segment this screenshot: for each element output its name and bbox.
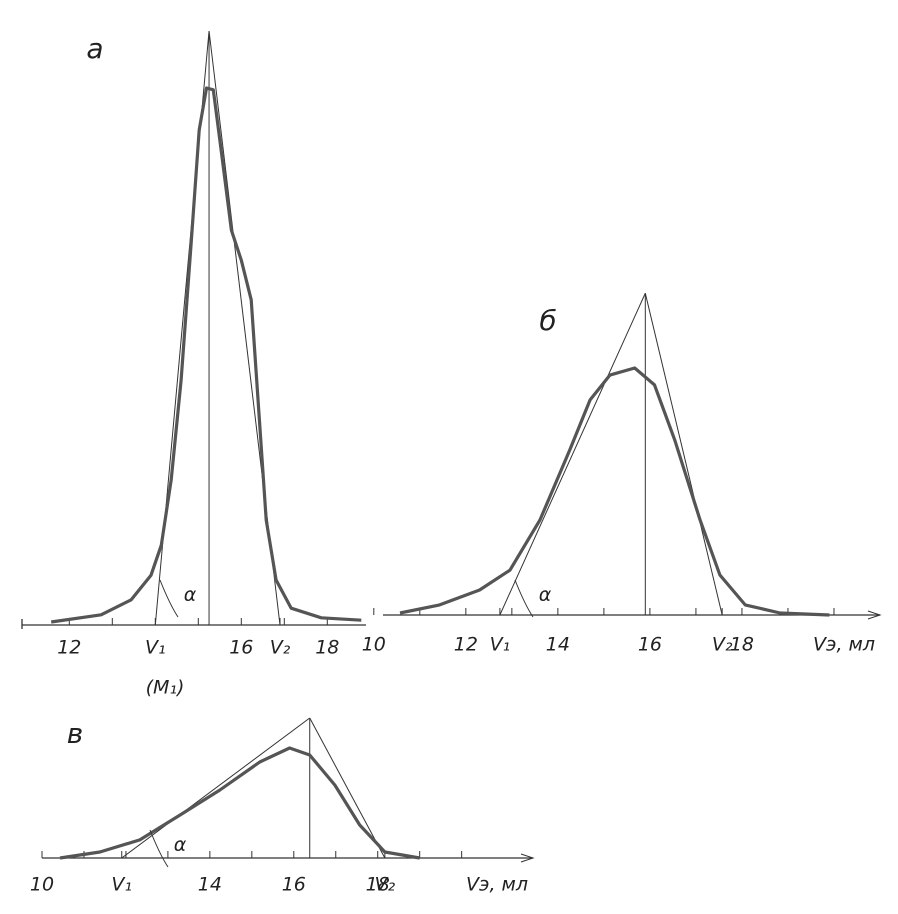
x-tick-label: 18 <box>315 637 339 659</box>
x-axis-label: Vэ, мл <box>466 874 528 896</box>
x-tick-label: 16 <box>638 634 662 656</box>
x-tick-label: V₁ <box>490 634 511 656</box>
annotation: α <box>539 584 552 606</box>
annotation: α <box>174 834 187 856</box>
x-tick-label: 14 <box>198 874 222 896</box>
x-tick-label: 12 <box>57 637 81 659</box>
x-tick-label: 18 <box>366 874 390 896</box>
x-tick-label: 12 <box>454 634 478 656</box>
curve <box>399 366 830 617</box>
x-tick-label: 10 <box>362 634 386 656</box>
x-tick-label: 10 <box>30 874 54 896</box>
annotation: α <box>184 584 197 606</box>
curve <box>50 86 362 624</box>
axis-arrow <box>867 610 882 620</box>
tangent-line <box>121 717 311 859</box>
tangent-line <box>309 717 386 859</box>
x-tick-label: V₂ <box>270 637 291 659</box>
x-tick-label: 16 <box>229 637 253 659</box>
tangent-line <box>499 293 646 616</box>
tangent-line <box>644 293 723 616</box>
angle-arc <box>159 579 179 618</box>
panel-label: б <box>539 304 556 337</box>
x-tick-label: V₁ <box>145 637 166 659</box>
x-tick-label: 14 <box>546 634 570 656</box>
x-tick-label: 18 <box>730 634 754 656</box>
curve <box>59 746 420 860</box>
panel-label: в <box>67 717 84 750</box>
angle-arc <box>514 579 534 618</box>
annotation: (M₁) <box>146 677 185 699</box>
x-axis-label: Vэ, мл <box>813 634 875 656</box>
x-tick-label: 16 <box>282 874 306 896</box>
x-tick-label: V₂ <box>712 634 733 656</box>
x-tick-label: V₂ <box>375 874 396 896</box>
angle-arc <box>149 829 169 868</box>
axis-arrow <box>520 853 535 863</box>
x-tick-label: V₁ <box>111 874 132 896</box>
panel-label: а <box>86 32 103 65</box>
